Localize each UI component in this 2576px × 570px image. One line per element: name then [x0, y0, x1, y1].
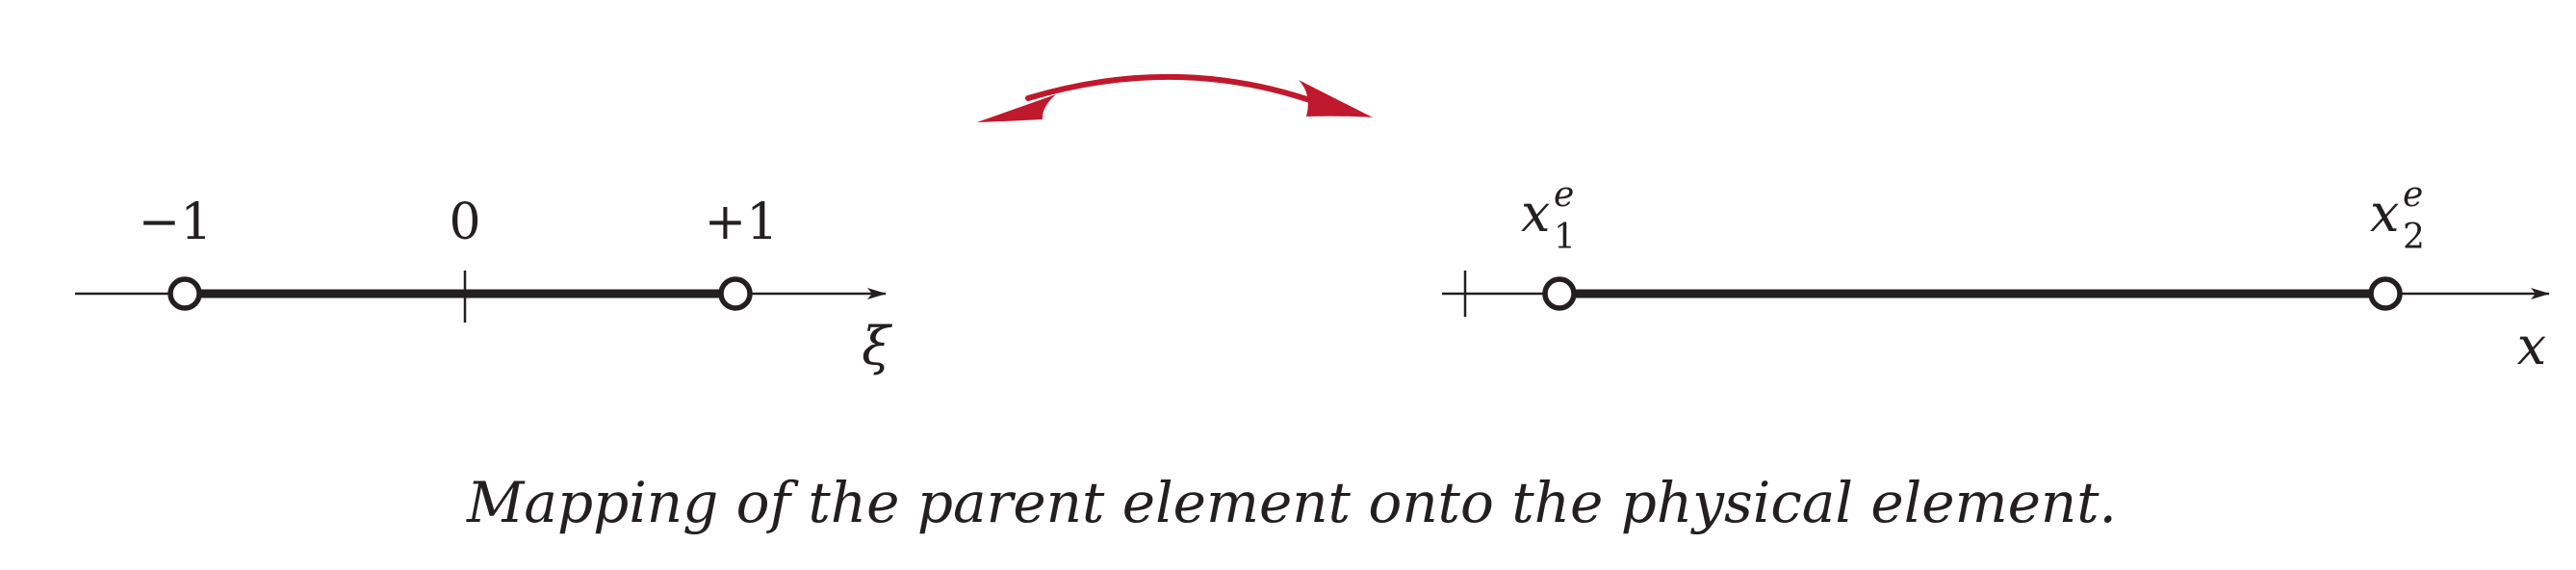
parent-axis-label: ξ — [862, 316, 892, 376]
mapping-arrow-right-head — [1299, 80, 1373, 117]
parent-element: −1 0 +1 ξ — [75, 194, 892, 376]
parent-tick-label-center: 0 — [449, 194, 480, 251]
mapping-arrow-left-head — [977, 94, 1056, 122]
node-2-label-sup: e — [2403, 175, 2423, 215]
parent-node-right — [718, 276, 753, 311]
node-1-label-sup: e — [1554, 175, 1574, 215]
parent-tick-label-right: +1 — [705, 194, 779, 251]
node-1-label-base: x — [1521, 183, 1550, 244]
physical-node-1 — [1542, 276, 1577, 311]
parent-tick-label-left: −1 — [139, 194, 213, 251]
mapping-arrow-curve — [1025, 73, 1324, 107]
parent-node-left — [167, 276, 202, 311]
physical-axis-label: x — [2517, 316, 2546, 376]
node-1-label-sub: 1 — [1554, 218, 1576, 257]
node-2-label-base: x — [2370, 183, 2399, 244]
node-2-label-sub: 2 — [2403, 218, 2425, 257]
mapping-arrow — [977, 73, 1373, 122]
physical-node-2 — [2368, 276, 2403, 311]
physical-node-2-label: x e 2 — [2370, 175, 2425, 257]
figure-caption: Mapping of the parent element onto the p… — [466, 470, 2117, 535]
physical-element: x e 1 x e 2 x — [1442, 175, 2550, 376]
physical-node-1-label: x e 1 — [1521, 175, 1576, 257]
